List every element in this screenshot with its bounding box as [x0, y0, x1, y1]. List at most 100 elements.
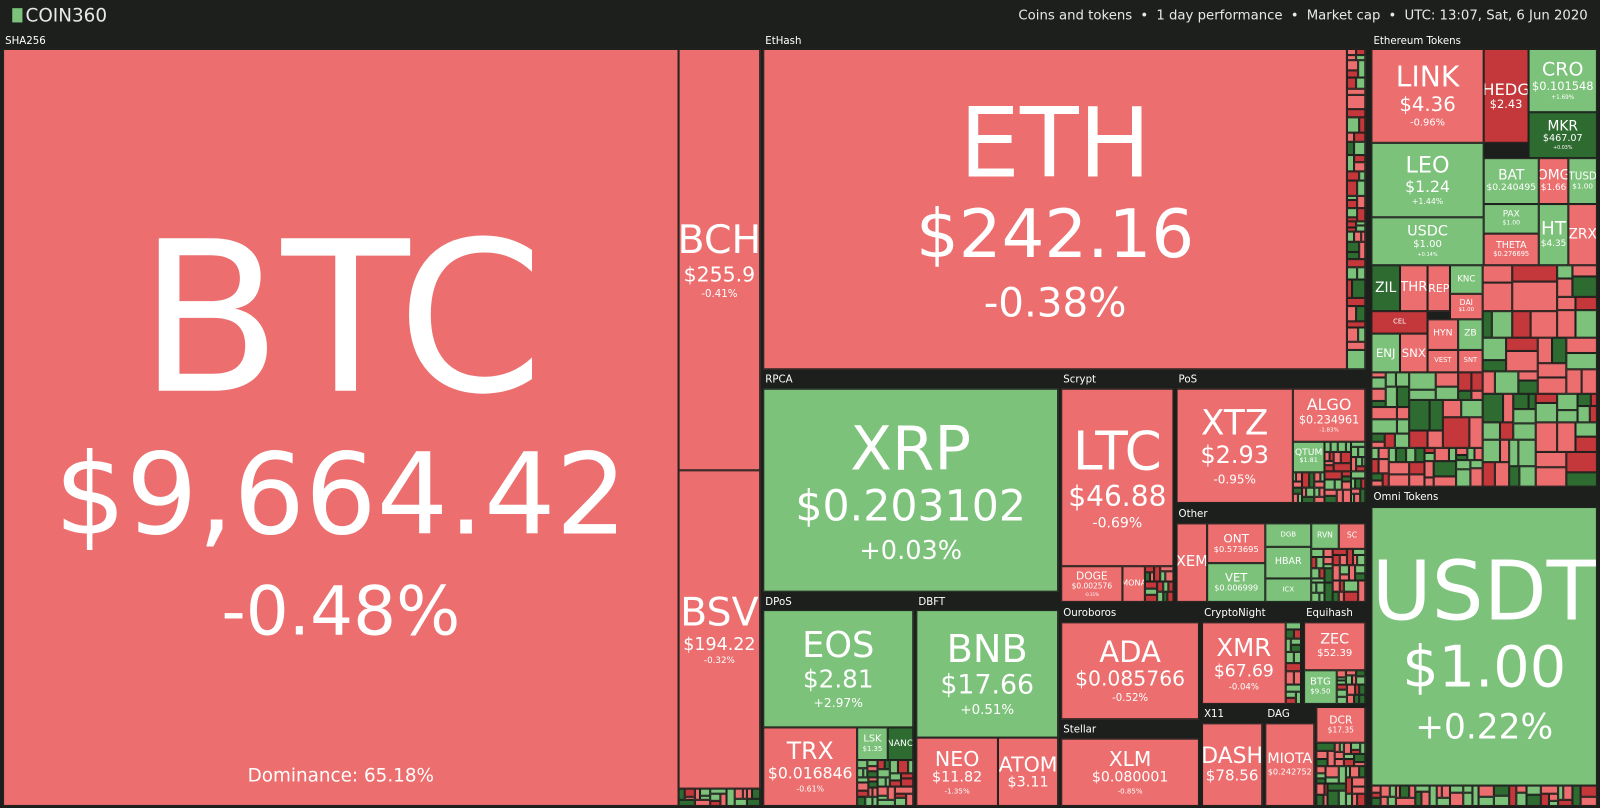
coin-tile[interactable]: TRX $0.016846 -0.61%: [763, 727, 858, 806]
coin-price: $0.101548: [1531, 79, 1594, 94]
coin-tile[interactable]: BAT $0.240495: [1483, 158, 1539, 205]
coin-tile[interactable]: SNT: [1458, 349, 1483, 373]
coin-tile[interactable]: THR: [1399, 265, 1428, 312]
coin-tile[interactable]: BSV $194.22 -0.32%: [678, 470, 761, 789]
filler-tile: [1352, 786, 1366, 794]
filler-tile: [877, 786, 888, 796]
coin-tile[interactable]: TUSD $1.00: [1568, 158, 1597, 205]
coin-tile[interactable]: DASH $78.56: [1202, 723, 1263, 806]
filler-tile: [1341, 471, 1352, 477]
coin-symbol: MONA: [1122, 578, 1143, 588]
header-item[interactable]: 1 day performance: [1132, 8, 1282, 23]
coin-tile[interactable]: CRO $0.101548 +1.69%: [1528, 48, 1597, 113]
coin-tile[interactable]: XLM $0.080001 -0.85%: [1061, 738, 1199, 806]
coin-price: $255.9: [683, 261, 756, 287]
filler-tile: [1535, 451, 1567, 468]
coin-tile[interactable]: ZEC $52.39: [1304, 622, 1366, 671]
coin-tile[interactable]: ICX: [1265, 578, 1312, 602]
filler-tile: [1494, 462, 1510, 487]
coin-tile[interactable]: QTUM $1.81: [1292, 441, 1325, 473]
filler-tile: [1378, 459, 1389, 474]
filler-tile: [1311, 582, 1317, 593]
filler-tile: [1470, 468, 1483, 487]
coin-tile[interactable]: ALGO $0.234961 -1.83%: [1292, 388, 1366, 442]
logo[interactable]: COIN360: [12, 5, 108, 26]
coin-tile[interactable]: BNB $17.66 +0.51%: [916, 610, 1059, 738]
coin-tile[interactable]: KNC: [1449, 265, 1483, 294]
coin-symbol: THR: [1400, 279, 1428, 296]
coin-tile[interactable]: SNX: [1399, 333, 1428, 373]
coin-tile[interactable]: DGB: [1265, 523, 1312, 547]
coin-tile[interactable]: HEDG $2.43: [1483, 48, 1529, 143]
coin-tile[interactable]: MKR $467.07 +0.03%: [1528, 112, 1597, 159]
coin-tile[interactable]: PAX $1.00: [1483, 204, 1539, 234]
coin-tile[interactable]: VET $0.006999: [1207, 563, 1266, 602]
coin-tile[interactable]: ENJ: [1371, 333, 1400, 373]
coin-tile[interactable]: VEST: [1427, 349, 1459, 373]
coin-tile[interactable]: NEO $11.82 -1.35%: [916, 737, 998, 806]
coin-tile[interactable]: ETH $242.16 -0.38%: [763, 48, 1347, 370]
filler-tile: [1557, 410, 1578, 423]
filler-tile: [752, 788, 761, 799]
coin-tile[interactable]: DCR $17.35: [1316, 706, 1366, 743]
coin-tile[interactable]: OMG$1.66: [1538, 158, 1569, 205]
coin-symbol: XLM: [1108, 747, 1152, 771]
filler-tile: [1357, 554, 1366, 566]
filler-tile: [1434, 447, 1449, 462]
filler-tile: [1340, 451, 1352, 464]
coin-tile[interactable]: DOGE $0.002576 -0.31%: [1061, 566, 1123, 602]
coin-tile[interactable]: BTG $9.50: [1304, 670, 1337, 704]
coin-tile[interactable]: USDT $1.00 +0.22%: [1371, 507, 1597, 786]
coin-tile[interactable]: XRP $0.203102 +0.03%: [763, 388, 1059, 592]
header-item[interactable]: Market cap: [1283, 8, 1381, 23]
filler-tile: [1316, 783, 1325, 795]
coin-tile[interactable]: HBAR: [1265, 546, 1312, 579]
coin-tile[interactable]: ATOM $3.11: [997, 737, 1059, 806]
coin-tile[interactable]: XMR $67.69 -0.04%: [1202, 622, 1286, 704]
coin-symbol: OMG: [1540, 167, 1569, 184]
filler-tile: [1458, 390, 1472, 400]
filler-tile: [1382, 473, 1389, 487]
coin-tile[interactable]: DAI $1.00: [1449, 293, 1483, 320]
coin-tile[interactable]: BTC $9,664.42 -0.48%: [3, 48, 679, 806]
filler-tile: [1351, 493, 1355, 503]
filler-tile: [1415, 791, 1422, 806]
header-item[interactable]: Coins and tokens: [1018, 8, 1133, 24]
coin-tile[interactable]: XEM: [1176, 523, 1208, 602]
filler-tile: [710, 793, 721, 801]
filler-tile: [1409, 462, 1425, 475]
coin-tile[interactable]: XTZ $2.93 -0.95%: [1176, 388, 1293, 503]
coin-tile[interactable]: SC: [1338, 523, 1366, 549]
coin-tile[interactable]: ADA $0.085766 -0.52%: [1061, 622, 1199, 720]
header-item[interactable]: UTC: 13:07, Sat, 6 Jun 2020: [1380, 8, 1588, 23]
filler-tile: [1160, 566, 1174, 572]
coin-tile[interactable]: RVN: [1311, 523, 1339, 549]
coin-tile[interactable]: MIOTA $0.242752: [1265, 723, 1315, 806]
coin-tile[interactable]: ZB: [1458, 319, 1483, 350]
coin-tile[interactable]: HT $4.35: [1538, 204, 1569, 266]
filler-tile: [710, 788, 727, 794]
coin-tile[interactable]: MONA: [1122, 566, 1145, 602]
coin-tile[interactable]: HYN: [1427, 319, 1459, 350]
filler-tile: [1424, 477, 1434, 487]
coin-tile[interactable]: THETA $0.276695: [1483, 233, 1539, 266]
coin-tile[interactable]: EOS $2.81 +2.97%: [763, 610, 914, 728]
coin-tile[interactable]: NANO: [887, 727, 914, 761]
coin-tile[interactable]: LINK $4.36 -0.96%: [1371, 48, 1484, 143]
filler-tile: [1482, 393, 1504, 423]
filler-tile: [1557, 265, 1573, 279]
coin-tile[interactable]: ONT $0.573695: [1207, 523, 1266, 564]
coin-change: -0.52%: [1112, 692, 1149, 705]
coin-tile[interactable]: ZIL: [1371, 265, 1400, 312]
coin-tile[interactable]: CEL: [1371, 311, 1428, 334]
filler-tile: [1165, 571, 1174, 582]
filler-tile: [1144, 572, 1150, 582]
coin-tile[interactable]: LSK $1.35: [857, 727, 888, 761]
coin-tile[interactable]: LTC $46.88 -0.69%: [1061, 388, 1174, 567]
coin-tile[interactable]: LEO $1.24 +1.44%: [1371, 142, 1484, 218]
coin-tile[interactable]: REP: [1427, 265, 1450, 312]
coin-tile[interactable]: ZRX: [1568, 204, 1597, 266]
coin-tile[interactable]: USDC $1.00 +0.14%: [1371, 217, 1484, 266]
filler-tile: [857, 760, 868, 769]
coin-tile[interactable]: BCH $255.9 -0.41%: [678, 48, 761, 471]
